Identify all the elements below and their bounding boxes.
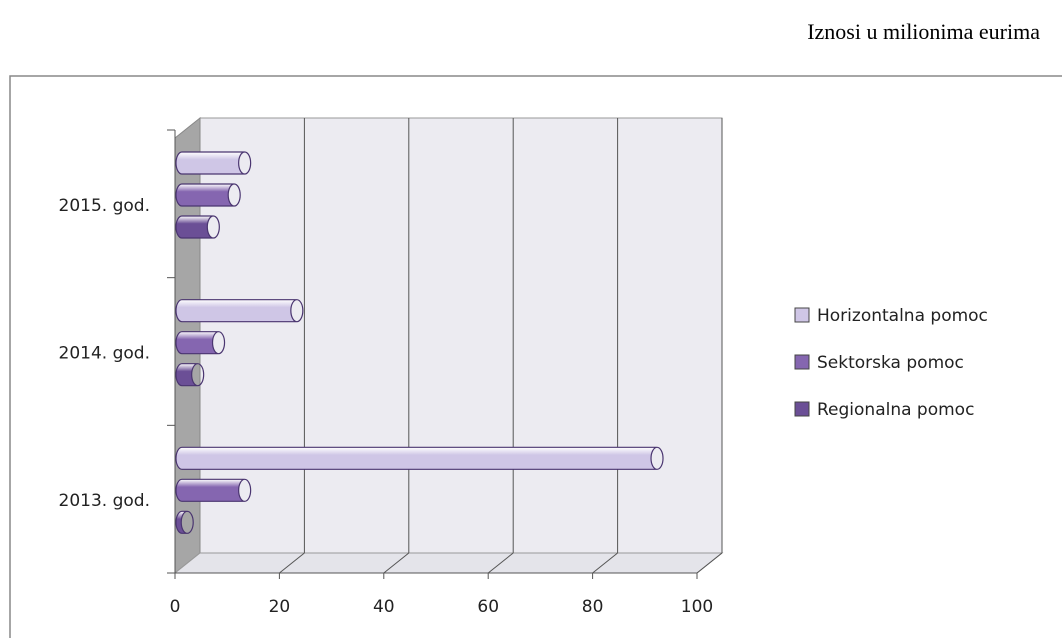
grid-line <box>383 552 410 574</box>
grid-line <box>279 552 305 574</box>
bar <box>175 478 252 502</box>
bar <box>175 215 220 239</box>
x-tick-label: 100 <box>681 597 713 617</box>
bar <box>175 331 226 355</box>
y-tick-label: 2015. god. <box>59 196 150 216</box>
back-wall <box>199 117 723 554</box>
legend-label: Sektorska pomoc <box>817 353 964 373</box>
legend-swatch <box>794 354 810 370</box>
legend-swatch <box>794 401 810 417</box>
legend-label: Horizontalna pomoc <box>817 306 988 326</box>
x-tick-label: 0 <box>170 597 181 617</box>
bar <box>175 510 194 534</box>
floor <box>173 552 724 574</box>
x-tick-label: 60 <box>477 597 499 617</box>
bar <box>175 183 241 207</box>
grid-line <box>696 552 723 574</box>
x-tick-label: 80 <box>582 597 604 617</box>
chart-annotation: Iznosi u milionima eurima <box>807 19 1040 44</box>
y-tick-label: 2014. god. <box>59 344 150 364</box>
legend-swatch <box>794 307 810 323</box>
grid-line <box>487 552 514 574</box>
bar <box>175 151 252 175</box>
bar <box>175 363 205 387</box>
bar <box>175 446 664 470</box>
y-tick-label: 2013. god. <box>59 491 150 511</box>
legend-label: Regionalna pomoc <box>817 400 974 420</box>
x-tick-label: 20 <box>269 597 291 617</box>
grid-line <box>592 552 618 574</box>
bar <box>175 299 304 323</box>
x-tick-label: 40 <box>373 597 395 617</box>
